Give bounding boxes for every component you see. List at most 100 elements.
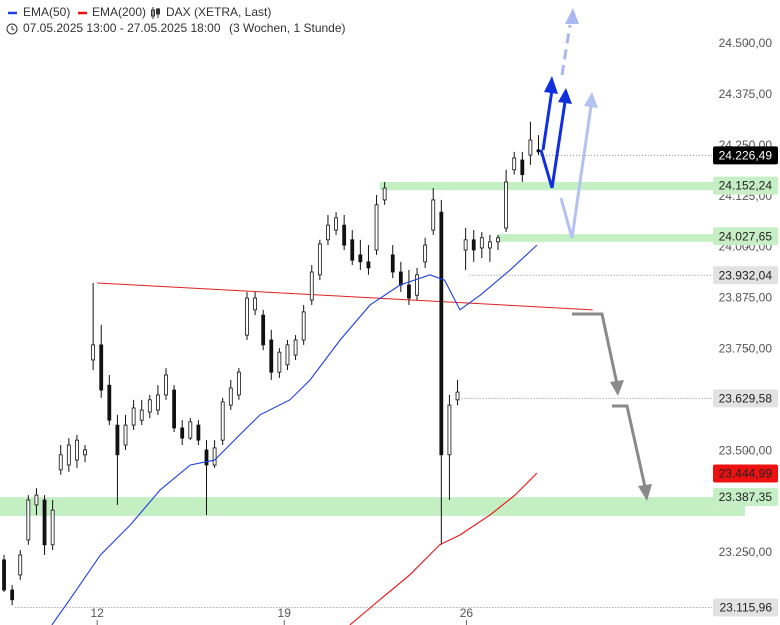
candle-body [326, 224, 330, 241]
price-label: 23.115,96 [720, 601, 773, 615]
candle-body [228, 387, 233, 406]
price-label: 23.629,58 [719, 392, 773, 406]
x-tick-label: 26 [460, 606, 474, 620]
candle-body [488, 241, 492, 249]
candle-body [34, 494, 39, 506]
candle-body [75, 439, 79, 461]
price-label-box [713, 598, 778, 617]
candle-body [479, 237, 484, 249]
x-tick-label: 12 [90, 606, 104, 620]
candle-body [293, 339, 298, 356]
candle-body [83, 449, 87, 456]
instrument: DAX (XETRA, Last) [166, 5, 271, 19]
price-label: 23.387,35 [719, 490, 773, 504]
candle-body [309, 271, 314, 301]
period: 07.05.2025 13:00 - 27.05.2025 18:00 [23, 21, 221, 35]
ema-line [51, 244, 538, 625]
candle-icon [151, 7, 160, 19]
candle-body [236, 371, 241, 396]
candle-body [269, 339, 274, 373]
candle-body [156, 394, 160, 411]
candle-body [431, 199, 436, 231]
price-label-box [713, 176, 778, 195]
candle-body [496, 237, 500, 243]
candle-body [220, 401, 225, 441]
candle-body [504, 181, 509, 229]
candle-body [317, 243, 322, 276]
candle-body [415, 274, 419, 296]
candle-body [139, 409, 144, 421]
y-tick-label: 23.875,00 [719, 291, 773, 305]
candle-body [358, 254, 363, 263]
candle-body [536, 149, 541, 153]
price-label: 23.444,99 [719, 467, 773, 481]
candle-body [342, 224, 347, 246]
candle-body [147, 399, 152, 413]
candle-body [58, 454, 63, 471]
candle-body [382, 187, 387, 201]
candle-body [366, 261, 371, 269]
candle-body [512, 157, 517, 171]
price-label-box [713, 464, 778, 483]
candle-body [212, 447, 217, 466]
candle-body [180, 427, 185, 439]
candle-body [374, 204, 379, 251]
candle-body [196, 424, 201, 441]
ema-line [349, 472, 538, 625]
candle-body [334, 217, 338, 231]
candle-body [91, 344, 96, 361]
candle-body [66, 444, 71, 466]
y-tick-label: 24.375,00 [719, 87, 773, 101]
projection-arrows [539, 8, 652, 501]
candle-body [471, 239, 476, 251]
candle-body [528, 139, 533, 156]
price-label: 24.152,24 [719, 179, 773, 193]
candle-body [520, 159, 525, 176]
price-label-box [713, 389, 778, 408]
candle-body [50, 509, 55, 546]
candle-body [277, 351, 282, 373]
price-label-box [713, 266, 778, 285]
candle-body [164, 374, 168, 396]
candle-body [301, 311, 306, 341]
candle-body [115, 424, 120, 456]
price-label: 23.932,04 [719, 268, 773, 282]
legend-entry: EMA(50) [23, 5, 70, 19]
y-tick-label: 23.750,00 [719, 342, 773, 356]
price-label: 24.226,49 [719, 149, 773, 163]
price-label-box [713, 488, 778, 507]
candle-body [463, 239, 468, 251]
support-zone [0, 497, 745, 516]
legend-entry: EMA(200) [92, 5, 146, 19]
candle-body [107, 384, 112, 421]
y-tick-label: 24.500,00 [719, 36, 773, 50]
candle-body [350, 239, 355, 261]
price-label: 24.027,65 [719, 229, 773, 243]
price-label-box [713, 146, 778, 165]
candle-body [407, 284, 411, 299]
candle-body [26, 499, 31, 541]
candle-body [188, 421, 193, 439]
candle-body [285, 344, 290, 366]
candle-body [439, 211, 444, 456]
trend-line [97, 282, 593, 311]
candle-body [42, 499, 47, 546]
candle-body [10, 589, 15, 601]
candle-body [455, 391, 460, 401]
candle-body [261, 314, 266, 346]
candle-body [423, 244, 428, 263]
candle-body [18, 554, 23, 576]
candle-body [245, 297, 249, 336]
candle-body [447, 404, 452, 456]
candle-body [204, 449, 209, 466]
support-zone [379, 182, 745, 191]
candle-body [253, 297, 257, 311]
candle-body [2, 559, 6, 591]
price-label-box [713, 227, 778, 246]
candle-body [99, 344, 104, 391]
candle-body [131, 407, 136, 426]
legend: EMA(50) EMA(200) DAX (XETRA, Last) 07.05… [6, 5, 346, 35]
candle-body [172, 389, 177, 429]
candle-body [398, 271, 403, 286]
